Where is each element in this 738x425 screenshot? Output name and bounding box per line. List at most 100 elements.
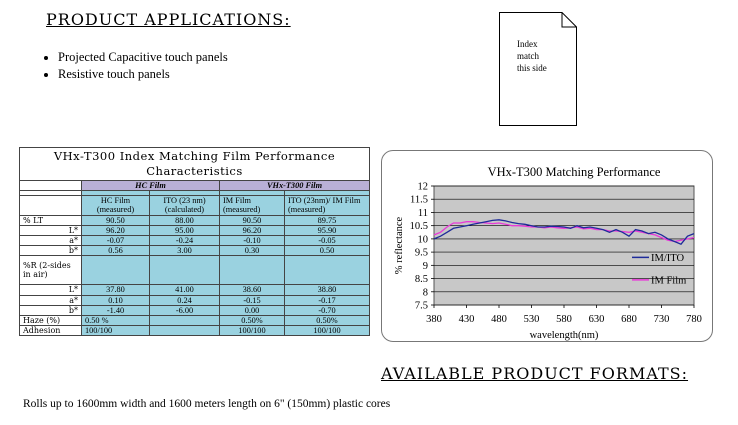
rolls-description: Rolls up to 1600mm width and 1600 meters… xyxy=(23,398,391,410)
table-corner xyxy=(19,195,82,216)
table-cell: 0.30 xyxy=(219,245,285,257)
table-row: L* 37.80 41.00 38.60 38.80 xyxy=(19,284,370,296)
reflectance-chart: VHx-T300 Matching Performance 7.5 8 8.5 9 9.5… xyxy=(381,150,713,342)
row-label: a* xyxy=(19,235,82,247)
table-cell: 95.00 xyxy=(149,224,220,237)
table-cell: 100/100 xyxy=(81,325,150,337)
legend-label: IM/ITO xyxy=(651,253,684,264)
chart-title: VHx-T300 Matching Performance xyxy=(488,165,661,179)
table-cell xyxy=(149,325,220,337)
applications-list: Projected Capacitive touch panels Resist… xyxy=(40,50,228,84)
table-row: Adhesion 100/100 100/100 100/100 xyxy=(19,325,370,337)
table-cell: 0.50% xyxy=(284,315,370,327)
x-tick-label: 580 xyxy=(556,314,572,325)
row-label: Haze (%) xyxy=(19,315,82,327)
column-header: ITO (23nm)/ IM Film (measured) xyxy=(284,195,370,216)
table-cell: 37.80 xyxy=(81,284,150,296)
table-row: Haze (%) 0.50 % 0.50% 0.50% xyxy=(19,315,370,327)
x-tick-label: 430 xyxy=(459,314,475,325)
y-tick-label: 12 xyxy=(418,182,429,193)
folded-page-icon xyxy=(499,12,577,126)
row-label: Adhesion xyxy=(19,325,82,337)
table-cell: 38.80 xyxy=(284,284,370,296)
column-header: ITO (23 nm) (calculated) xyxy=(149,195,220,216)
list-item: Resistive touch panels xyxy=(58,67,228,82)
table-cell: -0.17 xyxy=(284,294,370,306)
table-row: L* 96.20 95.00 96.20 95.90 xyxy=(19,224,370,237)
table-cell: 38.60 xyxy=(219,284,285,296)
table-cell: -0.05 xyxy=(284,235,370,247)
table-cell xyxy=(81,255,150,286)
table-cell: -1.40 xyxy=(81,304,150,317)
note-line: match xyxy=(517,51,539,61)
table-cell: 0.56 xyxy=(81,245,150,257)
x-tick-label: 380 xyxy=(426,314,442,325)
table-cell: 88.00 xyxy=(149,214,220,226)
table-cell xyxy=(219,255,285,286)
table-cell: 3.00 xyxy=(149,245,220,257)
table-cell xyxy=(149,255,220,286)
table-cell: 90.50 xyxy=(81,214,150,226)
product-applications-heading: PRODUCT APPLICATIONS: xyxy=(46,10,291,29)
group-header-hc: HC Film xyxy=(81,179,220,192)
table-title-line: VHx-T300 Index Matching Film Performance xyxy=(53,149,336,163)
table-cell: -0.24 xyxy=(149,235,220,247)
group-header-vhx: VHx-T300 Film xyxy=(219,179,370,192)
plot-area xyxy=(433,185,695,306)
table-cell: 90.50 xyxy=(219,214,285,226)
table-cell: 0.10 xyxy=(81,294,150,306)
table-cell: 89.75 xyxy=(284,214,370,226)
y-tick-label: 10 xyxy=(418,234,429,245)
table-cell: 95.90 xyxy=(284,224,370,237)
table-title: VHx-T300 Index Matching Film Performance… xyxy=(19,147,370,181)
table-cell: 0.50 xyxy=(284,245,370,257)
x-tick-label: 730 xyxy=(654,314,670,325)
row-label: L* xyxy=(19,284,82,296)
row-label: b* xyxy=(19,304,82,317)
y-tick-label: 11.5 xyxy=(410,195,428,206)
table-row: a* -0.07 -0.24 -0.10 -0.05 xyxy=(19,235,370,247)
x-tick-label: 530 xyxy=(524,314,540,325)
y-tick-label: 8.5 xyxy=(415,274,428,285)
table-cell: 0.50% xyxy=(219,315,285,327)
series-line xyxy=(433,221,695,243)
row-label: b* xyxy=(19,245,82,257)
table-cell: -0.70 xyxy=(284,304,370,317)
x-tick-label: 630 xyxy=(589,314,605,325)
list-item: Projected Capacitive touch panels xyxy=(58,50,228,65)
x-axis-label: wavelength(nm) xyxy=(530,330,599,341)
y-tick-label: 9.5 xyxy=(415,248,428,259)
note-line: Index xyxy=(517,39,538,49)
x-tick-label: 780 xyxy=(686,314,702,325)
table-cell: -0.15 xyxy=(219,294,285,306)
table-cell: 0.00 xyxy=(219,304,285,317)
table-cell xyxy=(149,315,220,327)
chart-svg: VHx-T300 Matching Performance 7.5 8 8.5 9 9.5… xyxy=(394,165,702,341)
table-cell xyxy=(284,255,370,286)
row-label: a* xyxy=(19,294,82,306)
available-formats-heading: AVAILABLE PRODUCT FORMATS: xyxy=(381,364,689,383)
table-cell: 0.50 % xyxy=(81,315,150,327)
table-cell: 100/100 xyxy=(284,325,370,337)
table-row: b* -1.40 -6.00 0.00 -0.70 xyxy=(19,304,370,317)
y-tick-label: 8 xyxy=(423,287,428,298)
performance-table: VHx-T300 Index Matching Film Performance… xyxy=(19,147,370,337)
table-cell: 96.20 xyxy=(81,224,150,237)
y-tick-label: 7.5 xyxy=(415,301,428,312)
table-cell: -0.07 xyxy=(81,235,150,247)
series-line xyxy=(433,219,695,245)
table-cell: 100/100 xyxy=(219,325,285,337)
column-header: HC Film (measured) xyxy=(81,195,150,216)
x-tick-label: 480 xyxy=(491,314,507,325)
table-row: a* 0.10 0.24 -0.15 -0.17 xyxy=(19,294,370,306)
row-label: % LT xyxy=(19,214,82,226)
table-row: %R (2-sides in air) xyxy=(19,255,370,286)
row-label: L* xyxy=(19,224,82,237)
table-cell: -6.00 xyxy=(149,304,220,317)
column-header: IM Film (measured) xyxy=(219,195,285,216)
y-tick-label: 9 xyxy=(423,261,428,272)
table-cell: 41.00 xyxy=(149,284,220,296)
y-tick-label: 10.5 xyxy=(410,221,428,232)
note-line: this side xyxy=(517,63,547,73)
index-match-note: Index match this side xyxy=(499,12,577,126)
